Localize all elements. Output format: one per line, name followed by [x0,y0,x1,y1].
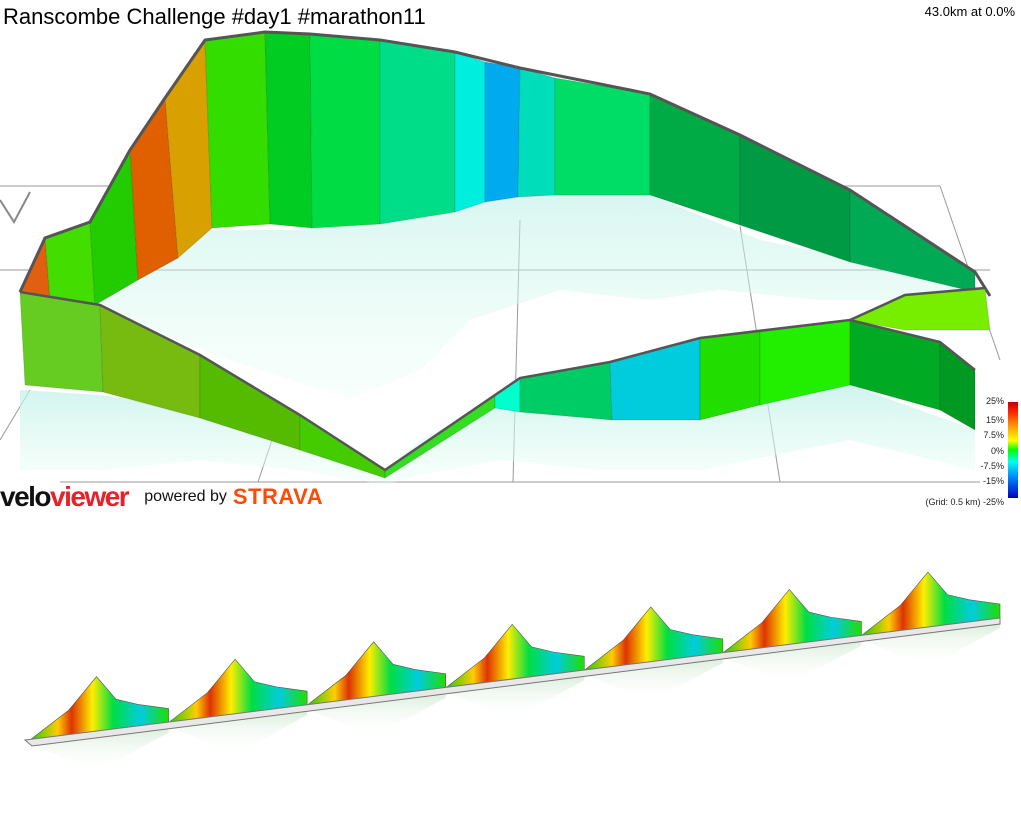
profile-hill [28,676,169,741]
veloviewer-logo-viewer[interactable]: viewer [50,481,130,512]
strava-logo[interactable]: STRAVA [232,484,324,509]
legend-label: 0% [990,446,1004,456]
profile-hill-reflection [722,639,862,685]
profile-baseline [23,617,1001,747]
legend-label: 25% [985,396,1004,406]
elevation-3d-view[interactable] [0,0,1021,520]
legend-label: 7.5% [983,430,1004,440]
profile-hill [583,606,724,671]
route-far-wall [19,31,976,306]
page-title: Ranscombe Challenge #day1 #marathon11 [3,4,426,29]
profile-hill [860,571,1001,636]
profile-hill [167,658,308,724]
profile-hill-reflection [307,691,446,737]
route-near-edge [19,290,976,472]
profile-hill-reflection [445,674,585,720]
linear-profile-preview[interactable] [0,560,1021,800]
gradient-legend: 25% 15% 7.5% 0% -7.5% -15% [980,396,1021,508]
profile-hill-reflection [30,726,169,772]
profile-hill [306,641,447,706]
veloviewer-logo-velo[interactable]: velo [0,481,52,512]
powered-by-label: powered by [144,488,227,505]
profile-hill-reflection [861,622,1000,668]
profile-hill-reflection [168,709,308,755]
distance-gradient-readout: 43.0km at 0.0% [924,4,1015,19]
branding-row: velo viewer powered by STRAVA [0,481,324,512]
profile-hill [444,623,585,689]
gradient-color-bar [1008,402,1018,498]
edge-mark [0,191,31,224]
legend-label: 15% [985,415,1004,425]
legend-label: -15% [982,476,1004,486]
loop-reflection [45,195,990,400]
profile-hills [28,571,1001,772]
legend-label: -7.5% [980,461,1004,471]
grid-scale-note: (Grid: 0.5 km) -25% [925,497,1004,507]
route-far-edge [18,30,992,297]
profile-hill-reflection [584,656,723,702]
route-near-wall [19,287,991,479]
profile-hill [721,589,862,654]
